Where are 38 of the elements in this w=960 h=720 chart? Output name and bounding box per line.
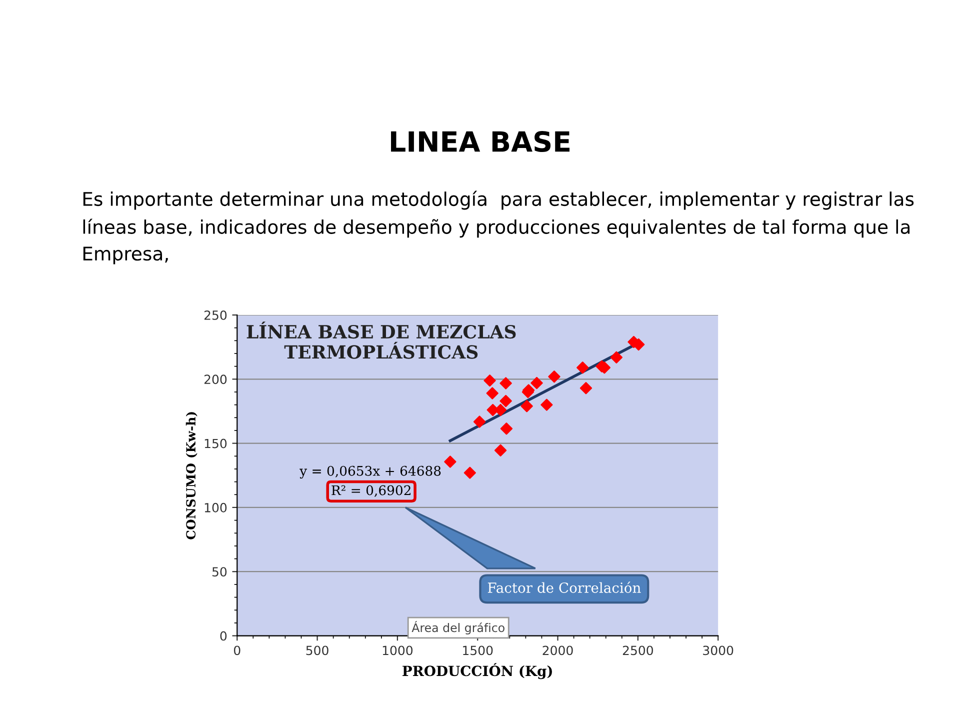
point [500, 377, 512, 390]
point [486, 387, 498, 400]
point [464, 466, 476, 479]
y-tick-label: 250 [204, 310, 227, 320]
y-tick-label: 200 [204, 374, 227, 384]
point [500, 422, 513, 435]
point [473, 416, 486, 428]
x-tick-label: 2000 [542, 646, 573, 656]
x-tick-label: 0 [234, 646, 240, 656]
point [494, 444, 507, 456]
point [610, 351, 623, 364]
y-axis-title: CONSUMO (Kw-h) [186, 412, 198, 540]
y-tick-label: 0 [220, 631, 227, 641]
y-tick-label: 50 [212, 567, 227, 577]
text: LINEA BASE [391, 131, 570, 152]
x-tick-label: 1500 [463, 646, 493, 656]
annotation: Factor de Correlación [488, 582, 641, 593]
text: LÍNEA BASE DE MEZCLAS TERMOPLÁSTICAS [246, 322, 516, 359]
point [548, 370, 560, 383]
x-tick-label: 1000 [382, 646, 413, 656]
annotation: Área del gráfico [412, 621, 504, 634]
y-tick-label: 150 [204, 438, 227, 448]
point [530, 376, 543, 390]
y-tick-label: 100 [204, 502, 227, 512]
point [520, 400, 533, 412]
point [576, 362, 589, 374]
annotation: R² = 0,6902 [332, 485, 410, 497]
point [580, 382, 592, 394]
point [500, 394, 512, 408]
point [540, 398, 553, 411]
annotation: y = 0,0653x + 64688 [300, 466, 441, 479]
x-tick-label: 500 [306, 646, 328, 656]
x-tick-label: 3000 [703, 646, 734, 656]
point [484, 374, 496, 387]
point [444, 456, 456, 468]
x-tick-label: 2500 [622, 646, 653, 656]
text: Es importante determinar una metodología para establecer, implementar y registrar las líneas base, indicadores de desempeño y producciones equivalentes de tal forma que la Empresa, [83, 190, 914, 264]
x-axis-title: PRODUCCIÓN (Kg) [402, 663, 552, 680]
